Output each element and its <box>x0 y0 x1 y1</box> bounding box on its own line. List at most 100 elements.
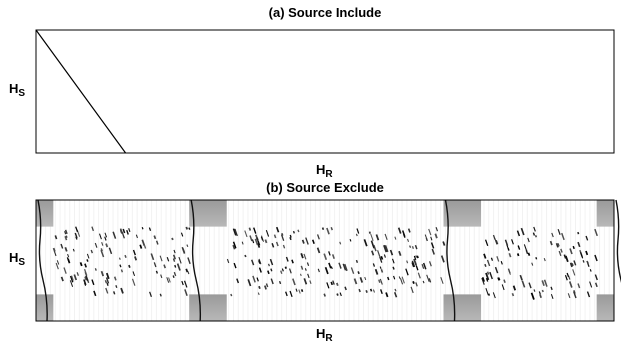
panel-b-scatter-mark <box>163 264 166 269</box>
panel-b-scatter-mark <box>538 291 541 295</box>
panel-b-scatter-mark <box>254 238 259 246</box>
panel-b-scatter-mark <box>181 246 186 254</box>
panel-b-scatter-mark <box>413 258 417 266</box>
panel-b-scatter-mark <box>380 289 383 295</box>
panel-b-scatter-mark <box>516 230 521 237</box>
panel-b-scatter-mark <box>126 229 129 235</box>
panel-b-gray-block <box>596 294 614 321</box>
panel-b-scatter-mark <box>112 291 116 295</box>
panel-a-xlabel: HR <box>316 162 333 180</box>
panel-b-scatter-mark <box>284 266 287 269</box>
panel-b-scatter-mark <box>64 229 68 235</box>
panel-b-scatter-mark <box>104 236 107 241</box>
panel-b-scatter-mark <box>485 272 490 281</box>
panel-b-scatter-mark <box>415 265 419 271</box>
panel-b-scatter-mark <box>185 226 189 230</box>
panel-b-scatter-mark <box>409 245 411 248</box>
panel-b-scatter-mark <box>585 250 589 256</box>
panel-b-scatter-mark <box>275 241 279 247</box>
panel-b-scatter-mark <box>316 247 321 254</box>
panel-b-scatter-mark <box>324 266 329 275</box>
panel-b-scatter-mark <box>100 270 105 277</box>
panel-b-scatter-mark <box>134 256 138 261</box>
panel-b-scatter-mark <box>577 283 581 289</box>
panel-b-scatter-mark <box>359 277 364 283</box>
panel-b-ylabel: HS <box>9 250 26 268</box>
panel-b-scatter-mark <box>128 228 131 233</box>
panel-b-scatter-mark <box>330 281 334 286</box>
panel-b-scatter-mark <box>415 282 418 287</box>
panel-b-scatter-mark <box>389 249 394 256</box>
panel-b-plot <box>35 199 621 322</box>
panel-b-scatter-mark <box>501 284 505 291</box>
panel-b-scatter-mark <box>430 242 435 249</box>
panel-b-scatter-mark <box>172 275 175 279</box>
panel-b-scatter-mark <box>72 248 75 252</box>
panel-b-scatter-mark <box>523 244 528 252</box>
panel-b-scatter-mark <box>60 276 64 282</box>
panel-b-scatter-mark <box>94 242 98 248</box>
panel-b-scatter-mark <box>380 255 384 260</box>
panel-b-scatter-mark <box>100 249 105 258</box>
panel-b-scatter-mark <box>572 269 576 276</box>
panel-b-scatter-mark <box>316 234 320 240</box>
panel-b-scatter-mark <box>486 259 491 267</box>
panel-b-scatter-mark <box>149 291 152 298</box>
panel-b-frame <box>35 199 615 322</box>
panel-b-scatter-mark <box>339 292 342 297</box>
panel-b-scatter-mark <box>363 239 368 247</box>
panel-b-scatter-mark <box>355 233 358 237</box>
panel-b-scatter-mark <box>174 264 177 268</box>
panel-b-scatter-mark <box>300 289 304 292</box>
panel-b-scatter-mark <box>105 243 109 248</box>
panel-b-scatter-mark <box>93 290 97 297</box>
panel-b-scatter-mark <box>344 286 347 291</box>
panel-b-scatter-mark <box>397 227 402 234</box>
panel-b-scatter-mark <box>370 233 374 241</box>
panel-b-scatter-mark <box>557 243 560 247</box>
panel-b-scatter-mark <box>317 268 320 273</box>
panel-b-scatter-mark <box>391 258 395 264</box>
panel-b-scatter-mark <box>232 241 237 249</box>
panel-b-scatter-mark <box>489 271 493 280</box>
panel-b-gray-block <box>36 294 54 321</box>
panel-b-scatter-mark <box>256 237 259 241</box>
panel-b-scatter-mark <box>249 235 253 242</box>
panel-b-scatter-mark <box>141 226 144 230</box>
panel-b-scatter-mark <box>306 262 310 267</box>
panel-b-scatter-mark <box>64 235 68 241</box>
panel-b-scatter-mark <box>407 238 410 242</box>
panel-b-scatter-mark <box>379 278 383 285</box>
panel-b-scatter-mark <box>178 256 182 264</box>
panel-b-scatter-mark <box>275 226 280 233</box>
panel-b-scatter-mark <box>159 293 162 297</box>
panel-b-scatter-mark <box>569 248 573 255</box>
panel-b-scatter-mark <box>226 258 230 264</box>
panel-b-scatter-mark <box>442 241 446 246</box>
panel-b-scatter-mark <box>84 276 87 281</box>
panel-b-scatter-mark <box>563 254 567 259</box>
panel-b-scatter-mark <box>550 286 553 291</box>
panel-b-scatter-mark <box>428 261 432 267</box>
panel-b-scatter-mark <box>104 232 108 238</box>
panel-b-scatter-mark <box>91 226 94 232</box>
panel-b-scatter-mark <box>73 274 78 281</box>
panel-b-scatter-mark <box>485 277 489 282</box>
panel-b-scatter-mark <box>113 276 117 281</box>
panel-b-gray-block <box>443 200 482 227</box>
panel-b-scatter-mark <box>525 249 529 255</box>
panel-b-scatter-mark <box>566 272 570 278</box>
panel-b-scatter-mark <box>264 239 268 244</box>
panel-b-scatter-mark <box>76 272 79 276</box>
panel-b-scatter-mark <box>244 230 248 238</box>
panel-b-scatter-mark <box>398 276 401 279</box>
panel-b-scatter-mark <box>365 289 368 293</box>
panel-b-scatter-mark <box>184 289 188 296</box>
panel-b-scatter-mark <box>285 256 289 262</box>
panel-b-scatter-mark <box>248 227 252 231</box>
panel-b-scatter-mark <box>155 240 159 245</box>
panel-b-title: (b) Source Exclude <box>266 180 384 195</box>
panel-b-scatter-mark <box>422 262 427 270</box>
panel-b-scatter-mark <box>104 279 108 284</box>
panel-b-scatter-mark <box>63 267 67 274</box>
